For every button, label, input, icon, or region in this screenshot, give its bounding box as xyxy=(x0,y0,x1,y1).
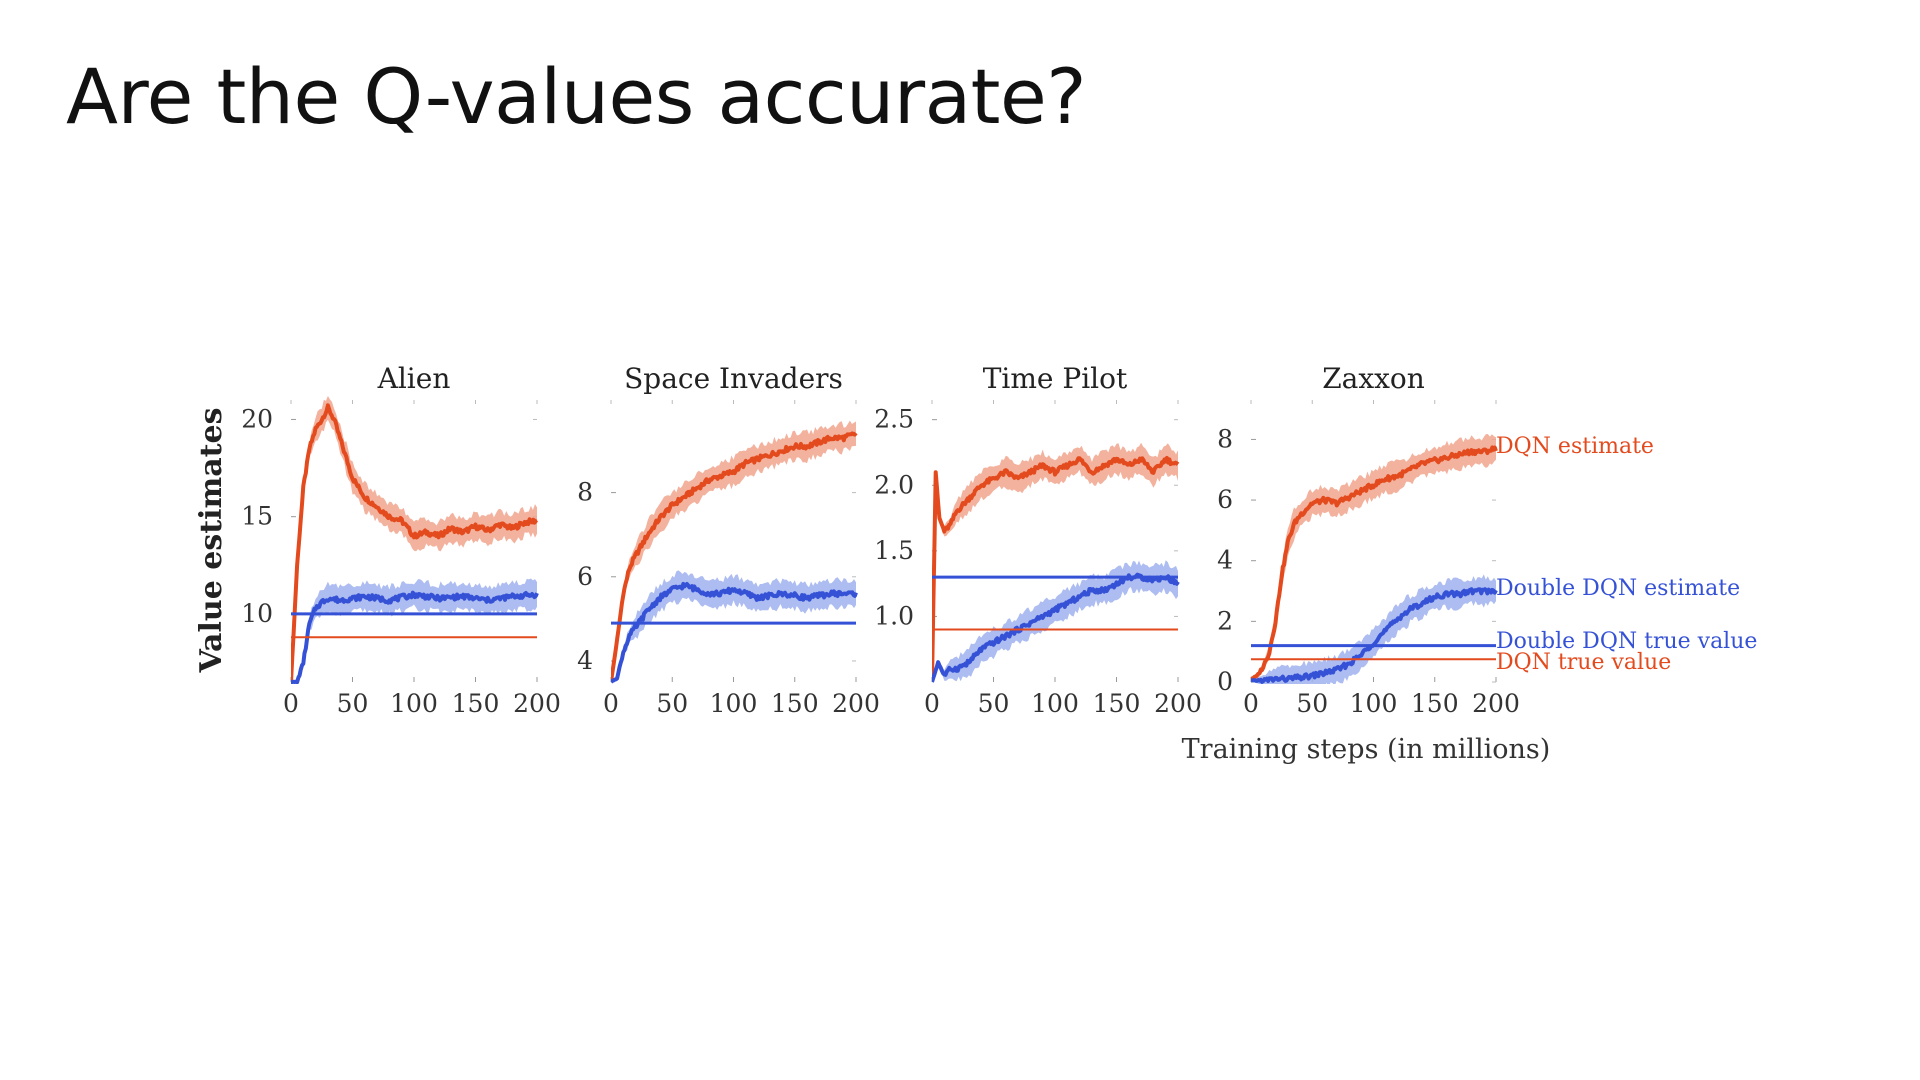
panel-space-invaders: Space Invaders 0 50 100 150 200 4 6 8 xyxy=(577,362,880,718)
y-tick-label: 0 xyxy=(1217,667,1233,696)
x-axis-label: Training steps (in millions) xyxy=(1182,734,1551,765)
panel-title: Time Pilot xyxy=(983,362,1128,395)
x-tick-label: 0 xyxy=(283,689,299,718)
line-dqn-estimate xyxy=(611,431,858,683)
plot-area xyxy=(1251,434,1498,684)
x-tick-label: 100 xyxy=(1350,689,1398,718)
y-tick-label: 1.5 xyxy=(874,536,914,565)
line-dqn-estimate xyxy=(1251,445,1498,681)
x-tick-label: 100 xyxy=(710,689,758,718)
x-tick-label: 200 xyxy=(1154,689,1202,718)
panel-time-pilot: Time Pilot 0 50 100 150 200 1.0 1.5 2.0 2.5 xyxy=(874,362,1202,718)
x-tick-label: 50 xyxy=(1296,689,1328,718)
y-tick-label: 6 xyxy=(1217,485,1233,514)
y-tick-label: 10 xyxy=(241,599,273,628)
band-double-dqn-estimate xyxy=(932,560,1178,682)
x-tick-label: 100 xyxy=(1031,689,1079,718)
y-axis-label: Value estimates xyxy=(194,408,229,674)
label-dqn-estimate: DQN estimate xyxy=(1496,434,1654,459)
panel-title: Space Invaders xyxy=(624,362,843,395)
line-double-dqn-estimate xyxy=(932,572,1180,683)
y-tick-label: 2 xyxy=(1217,606,1233,635)
x-tick-label: 200 xyxy=(513,689,561,718)
line-dqn-estimate xyxy=(932,455,1180,683)
band-dqn-estimate xyxy=(1251,434,1496,679)
y-tick-label: 1.0 xyxy=(874,601,914,630)
x-tick-label: 150 xyxy=(452,689,500,718)
x-tick-label: 150 xyxy=(771,689,819,718)
x-tick-label: 200 xyxy=(1472,689,1520,718)
x-tick-label: 0 xyxy=(924,689,940,718)
panel-zaxxon: Zaxxon 0 50 100 150 200 0 2 4 6 8 xyxy=(1217,362,1520,718)
x-tick-label: 0 xyxy=(603,689,619,718)
x-tick-label: 150 xyxy=(1411,689,1459,718)
label-dqn-true-value: DQN true value xyxy=(1496,650,1671,675)
panel-title: Alien xyxy=(377,362,451,395)
line-dqn-estimate xyxy=(291,403,539,683)
panel-alien: Alien 0 50 100 150 200 10 15 20 xyxy=(241,362,561,718)
x-tick-label: 50 xyxy=(656,689,688,718)
panel-title: Zaxxon xyxy=(1322,362,1425,395)
x-tick-label: 150 xyxy=(1093,689,1141,718)
band-double-dqn-estimate xyxy=(611,570,856,682)
y-tick-label: 4 xyxy=(1217,546,1233,575)
x-tick-label: 100 xyxy=(390,689,438,718)
y-tick-label: 4 xyxy=(577,646,593,675)
plot-area xyxy=(611,420,858,684)
band-double-dqn-estimate xyxy=(291,578,537,684)
band-dqn-estimate xyxy=(611,420,856,682)
x-tick-label: 200 xyxy=(832,689,880,718)
y-tick-label: 2.0 xyxy=(874,470,914,499)
band-double-dqn-estimate xyxy=(1251,574,1496,684)
x-tick-label: 0 xyxy=(1243,689,1259,718)
y-tick-label: 8 xyxy=(1217,424,1233,453)
y-tick-label: 6 xyxy=(577,562,593,591)
x-tick-label: 50 xyxy=(337,689,369,718)
band-dqn-estimate xyxy=(932,442,1178,682)
slide-title: Are the Q-values accurate? xyxy=(66,52,1087,141)
y-tick-label: 2.5 xyxy=(874,405,914,434)
label-double-dqn-estimate: Double DQN estimate xyxy=(1496,576,1740,601)
plot-area xyxy=(932,442,1180,683)
line-double-dqn-estimate xyxy=(611,581,858,684)
y-tick-label: 15 xyxy=(241,502,273,531)
plot-area xyxy=(291,396,539,684)
label-double-dqn-true-value: Double DQN true value xyxy=(1496,629,1757,654)
line-double-dqn-estimate xyxy=(291,590,539,684)
y-tick-label: 20 xyxy=(241,404,273,433)
y-tick-label: 8 xyxy=(577,478,593,507)
x-tick-label: 50 xyxy=(978,689,1010,718)
